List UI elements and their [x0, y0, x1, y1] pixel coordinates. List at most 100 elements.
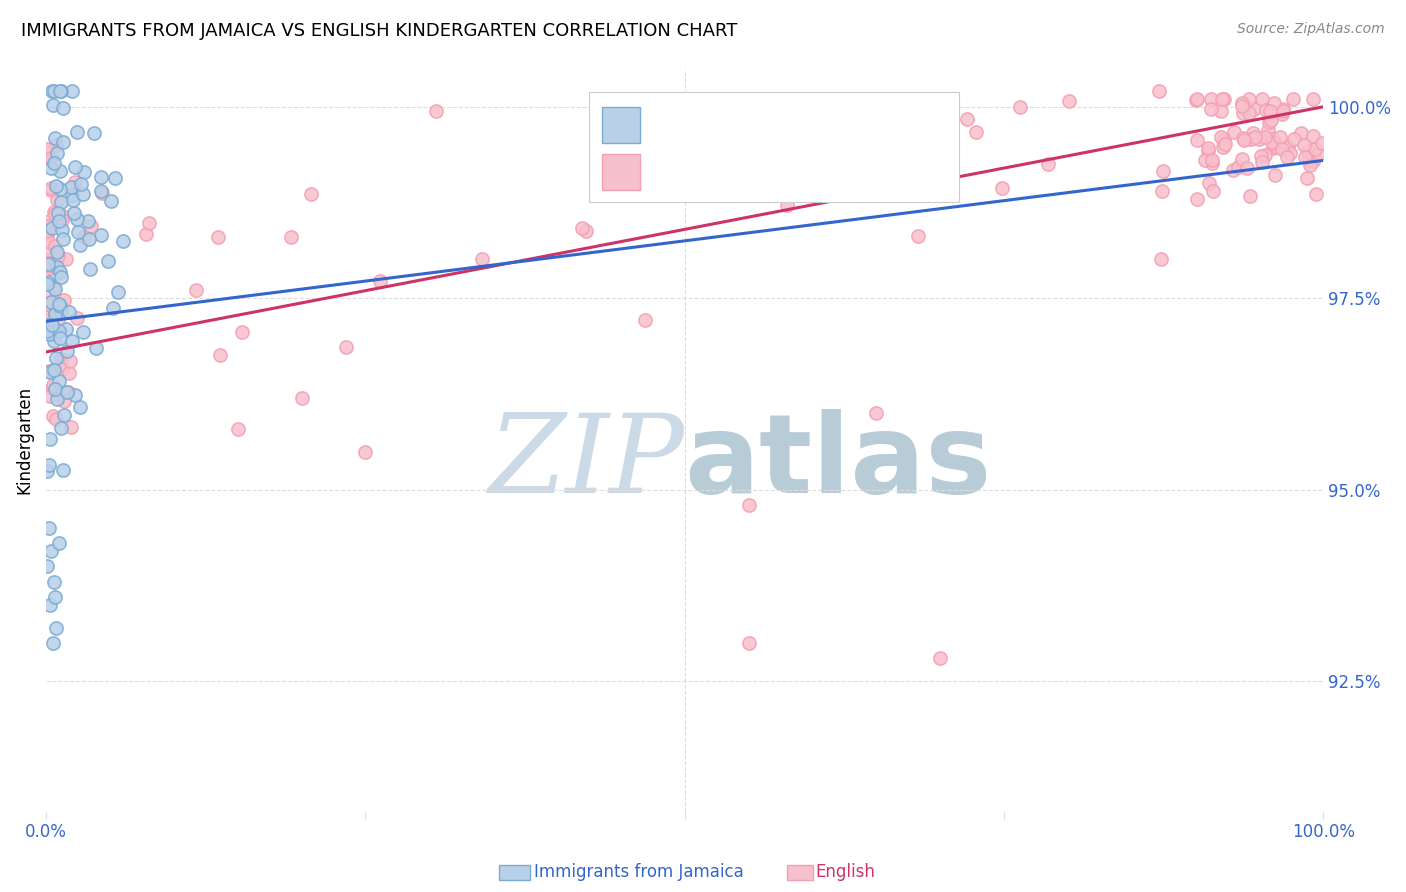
Point — [44, 382, 66, 396]
Point — [46, 249, 69, 263]
Point — [1226, 161, 1249, 175]
Point — [1263, 136, 1285, 150]
Point — [290, 391, 312, 405]
Point — [52, 135, 75, 149]
Point — [1254, 103, 1277, 117]
Point — [1194, 153, 1216, 167]
Point — [1261, 132, 1284, 146]
Point — [37, 284, 59, 298]
Point — [1261, 136, 1284, 150]
Point — [37, 235, 59, 250]
Point — [1201, 102, 1223, 116]
Point — [42, 205, 65, 219]
Point — [1201, 155, 1223, 169]
Point — [37, 277, 59, 292]
Point — [425, 104, 447, 119]
Point — [1230, 95, 1253, 110]
Point — [1296, 144, 1319, 158]
Point — [1201, 153, 1223, 167]
Point — [1185, 132, 1208, 146]
Point — [965, 125, 987, 139]
Point — [737, 636, 759, 650]
Point — [354, 444, 377, 458]
Point — [571, 220, 593, 235]
Text: atlas: atlas — [685, 409, 993, 516]
Point — [1312, 136, 1334, 150]
Point — [42, 299, 65, 313]
Point — [991, 181, 1014, 195]
Point — [55, 321, 77, 335]
Point — [1212, 140, 1234, 154]
Point — [52, 101, 75, 115]
Point — [52, 210, 75, 224]
Point — [1212, 132, 1234, 146]
Point — [1232, 105, 1254, 120]
Point — [49, 163, 72, 178]
Point — [38, 315, 60, 329]
Point — [52, 463, 75, 477]
Point — [1258, 103, 1281, 118]
Point — [46, 313, 69, 327]
Point — [280, 229, 302, 244]
Point — [1233, 133, 1256, 147]
Point — [1185, 192, 1208, 206]
Point — [37, 297, 59, 311]
Point — [1292, 138, 1315, 153]
Point — [1209, 104, 1232, 119]
Point — [56, 385, 79, 400]
Point — [104, 170, 127, 185]
Point — [1299, 158, 1322, 172]
Point — [37, 275, 59, 289]
Point — [1254, 129, 1277, 144]
Point — [41, 294, 63, 309]
Point — [925, 110, 948, 124]
Point — [135, 227, 157, 242]
FancyBboxPatch shape — [589, 92, 959, 202]
Point — [299, 187, 322, 202]
Point — [41, 300, 63, 314]
Point — [1236, 161, 1258, 175]
Point — [79, 262, 101, 277]
Point — [58, 305, 80, 319]
Point — [49, 265, 72, 279]
Point — [1150, 252, 1173, 266]
Text: R = 0.396   N = 176: R = 0.396 N = 176 — [650, 162, 856, 180]
Point — [1254, 148, 1277, 162]
Point — [66, 311, 89, 326]
Point — [101, 301, 124, 316]
Point — [37, 142, 59, 156]
Point — [37, 559, 59, 574]
Point — [575, 224, 598, 238]
Point — [38, 364, 60, 378]
Point — [49, 421, 72, 435]
Point — [73, 229, 96, 244]
Point — [37, 240, 59, 254]
Point — [42, 363, 65, 377]
Point — [44, 307, 66, 321]
Point — [1303, 143, 1326, 157]
Point — [41, 85, 63, 99]
Point — [86, 342, 108, 356]
Point — [38, 388, 60, 402]
Point — [956, 112, 979, 127]
Point — [1302, 128, 1324, 143]
Point — [37, 229, 59, 244]
Point — [39, 598, 62, 612]
Text: Source: ZipAtlas.com: Source: ZipAtlas.com — [1237, 22, 1385, 37]
Point — [1263, 95, 1285, 110]
Point — [39, 180, 62, 194]
Point — [44, 239, 66, 253]
Point — [1243, 103, 1265, 117]
Point — [1271, 102, 1294, 116]
Point — [44, 131, 66, 145]
Point — [69, 238, 91, 252]
Point — [1279, 146, 1302, 161]
Point — [1212, 92, 1234, 106]
Point — [231, 325, 253, 339]
Point — [37, 257, 59, 271]
Point — [42, 574, 65, 589]
Point — [39, 161, 62, 175]
Point — [38, 326, 60, 341]
Point — [1239, 188, 1261, 202]
Point — [1249, 131, 1271, 145]
